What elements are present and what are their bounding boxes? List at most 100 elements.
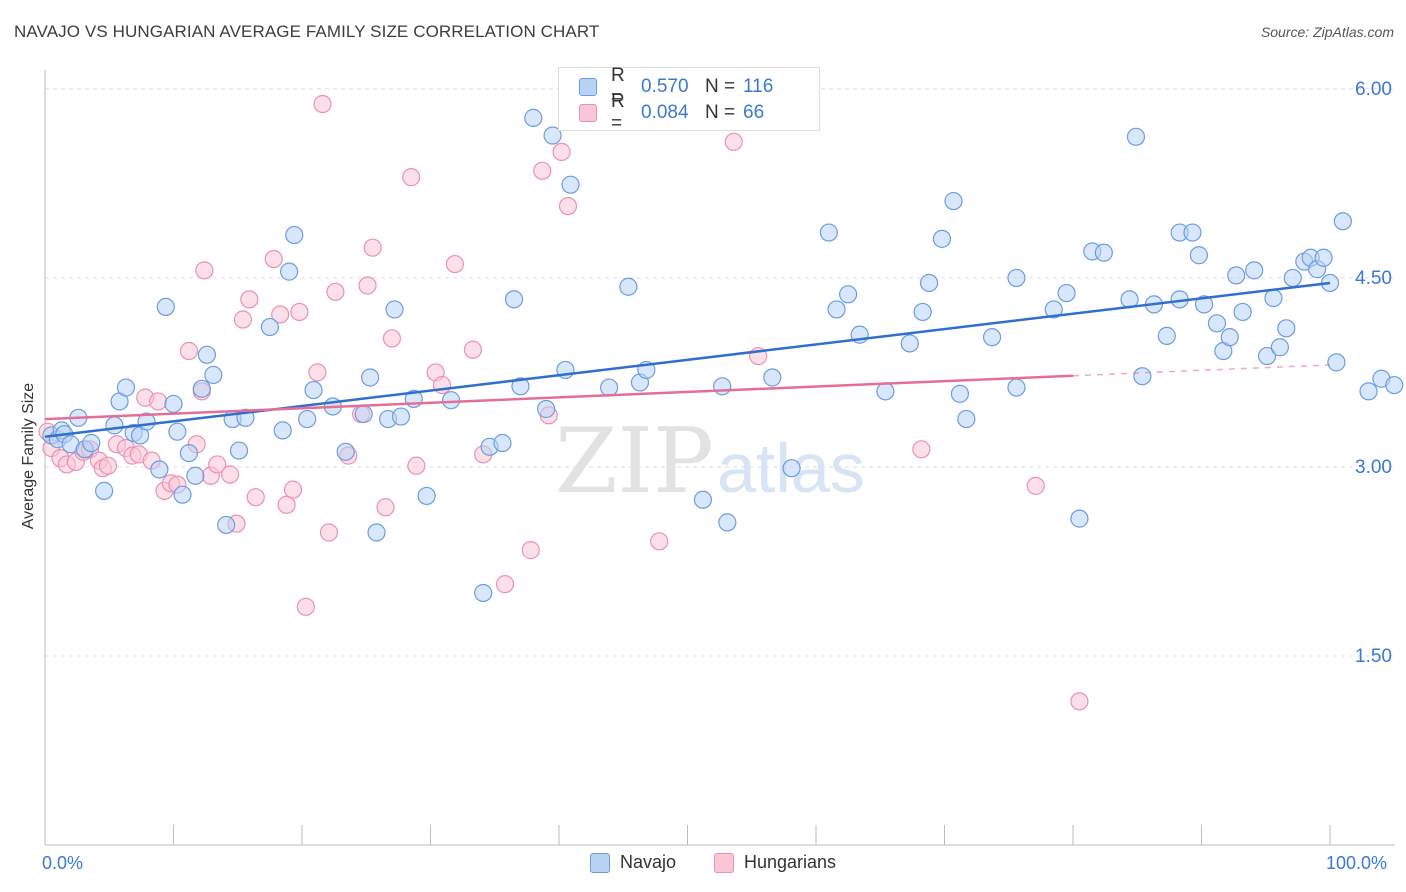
navajo-point	[932, 229, 952, 248]
navajo-point	[982, 328, 1002, 347]
navajo-point	[1007, 378, 1026, 397]
grid-layer	[45, 88, 1395, 657]
navajo-point	[1270, 338, 1289, 357]
navajo-point	[367, 523, 386, 542]
hungarian-point	[208, 455, 227, 474]
navajo-point	[273, 421, 292, 440]
hungarian-point	[463, 340, 483, 359]
navajo-point	[304, 380, 323, 400]
hungarian-point	[264, 249, 283, 269]
correlation-legend: R = 0.570 N = 116 R = 0.084 N = 66	[558, 65, 820, 134]
hungarian-point	[376, 498, 395, 517]
navajo-point	[537, 399, 556, 419]
axis-layer	[44, 70, 1395, 846]
navajo-point	[441, 391, 461, 410]
navajo-point	[543, 126, 562, 145]
hungarian-point	[533, 161, 552, 180]
r-label: R =	[611, 65, 625, 108]
hungarian-swatch	[579, 104, 597, 122]
navajo-point	[950, 384, 970, 403]
navajo-point	[150, 460, 169, 479]
navajo-point	[763, 368, 782, 387]
navajo-point	[417, 486, 436, 506]
navajo-point	[1333, 212, 1352, 231]
navajo-point	[285, 225, 304, 245]
legend-row-hungarians: R = 0.084 N = 66	[579, 91, 779, 134]
navajo-point	[718, 513, 737, 532]
hungarian-point	[246, 488, 265, 507]
hungarian-legend-swatch	[714, 852, 734, 873]
y-tick-labels: 1.50 3.00 4.50 6.00	[1355, 79, 1392, 667]
hungarian-point	[495, 575, 515, 594]
navajo-point	[1277, 319, 1296, 338]
y-tick-label: 1.50	[1355, 646, 1392, 667]
hungarian-trend-extension	[1072, 364, 1331, 377]
navajo-point	[229, 441, 249, 460]
navajo-swatch	[579, 78, 597, 96]
navajo-point	[1044, 300, 1063, 319]
hungarian-point	[407, 456, 426, 475]
navajo-point	[217, 515, 236, 535]
navajo-point	[1157, 326, 1176, 345]
navajo-point	[1385, 375, 1404, 395]
hungarian-point	[382, 329, 402, 348]
navajo-point	[336, 442, 355, 461]
navajo-point	[876, 382, 895, 401]
hungarian-point	[319, 523, 339, 542]
hungarian-point	[313, 94, 332, 114]
hungarian-point	[724, 132, 743, 151]
navajo-point	[1194, 295, 1214, 314]
navajo-point	[173, 485, 192, 504]
hungarian-point	[283, 480, 303, 499]
hungarian-point	[233, 310, 252, 329]
legend-item-navajo[interactable]: Navajo	[590, 852, 676, 873]
navajo-point	[1007, 268, 1026, 288]
series-legend: Navajo Hungarians	[0, 852, 1406, 876]
navajo-point	[713, 377, 732, 396]
navajo-point	[827, 300, 846, 319]
navajo-legend-swatch	[590, 852, 610, 873]
navajo-point	[782, 459, 801, 478]
hungarian-trend-line	[44, 374, 1074, 421]
navajo-point	[82, 433, 101, 453]
hungarian-point	[552, 142, 571, 162]
n-value-navajo: 116	[743, 76, 774, 97]
navajo-point	[1070, 509, 1089, 528]
navajo-point	[204, 365, 223, 385]
navajo-point	[493, 433, 512, 453]
navajo-point	[1359, 382, 1378, 401]
hungarian-point	[363, 238, 382, 257]
navajo-point	[298, 409, 317, 429]
navajo-point	[504, 290, 524, 309]
navajo-point	[105, 416, 124, 435]
y-tick-label: 4.50	[1355, 268, 1392, 289]
hungarian-point	[195, 261, 214, 280]
watermark-zip: ZIP	[555, 409, 714, 514]
navajo-point	[1220, 328, 1239, 347]
hungarian-point	[326, 282, 345, 301]
hungarian-point	[179, 341, 199, 361]
navajo-point	[957, 409, 976, 429]
hungarian-point	[240, 290, 259, 309]
source-label: Source: ZipAtlas.com	[1260, 24, 1394, 40]
navajo-point	[1183, 223, 1202, 242]
navajo-point	[260, 317, 279, 337]
navajo-point	[391, 407, 411, 426]
hungarian-point	[308, 363, 327, 382]
navajo-point	[474, 583, 493, 603]
navajo-point	[186, 466, 205, 485]
navajo-point	[524, 108, 543, 127]
hungarian-point	[358, 276, 377, 295]
navajo-point	[1189, 246, 1209, 265]
n-label: N =	[705, 76, 736, 97]
navajo-point	[280, 262, 299, 281]
legend-item-hungarians[interactable]: Hungarians	[714, 852, 836, 873]
r-value-navajo: 0.570	[641, 76, 689, 97]
hungarians-legend-label: Hungarians	[744, 852, 837, 872]
trend-lines	[44, 281, 1331, 438]
hungarian-point	[1026, 476, 1045, 495]
hungarian-point	[277, 495, 296, 514]
x-tick-label-min: 0.0%	[42, 853, 84, 873]
navajo-point	[164, 394, 183, 414]
navajo-point	[197, 345, 217, 364]
